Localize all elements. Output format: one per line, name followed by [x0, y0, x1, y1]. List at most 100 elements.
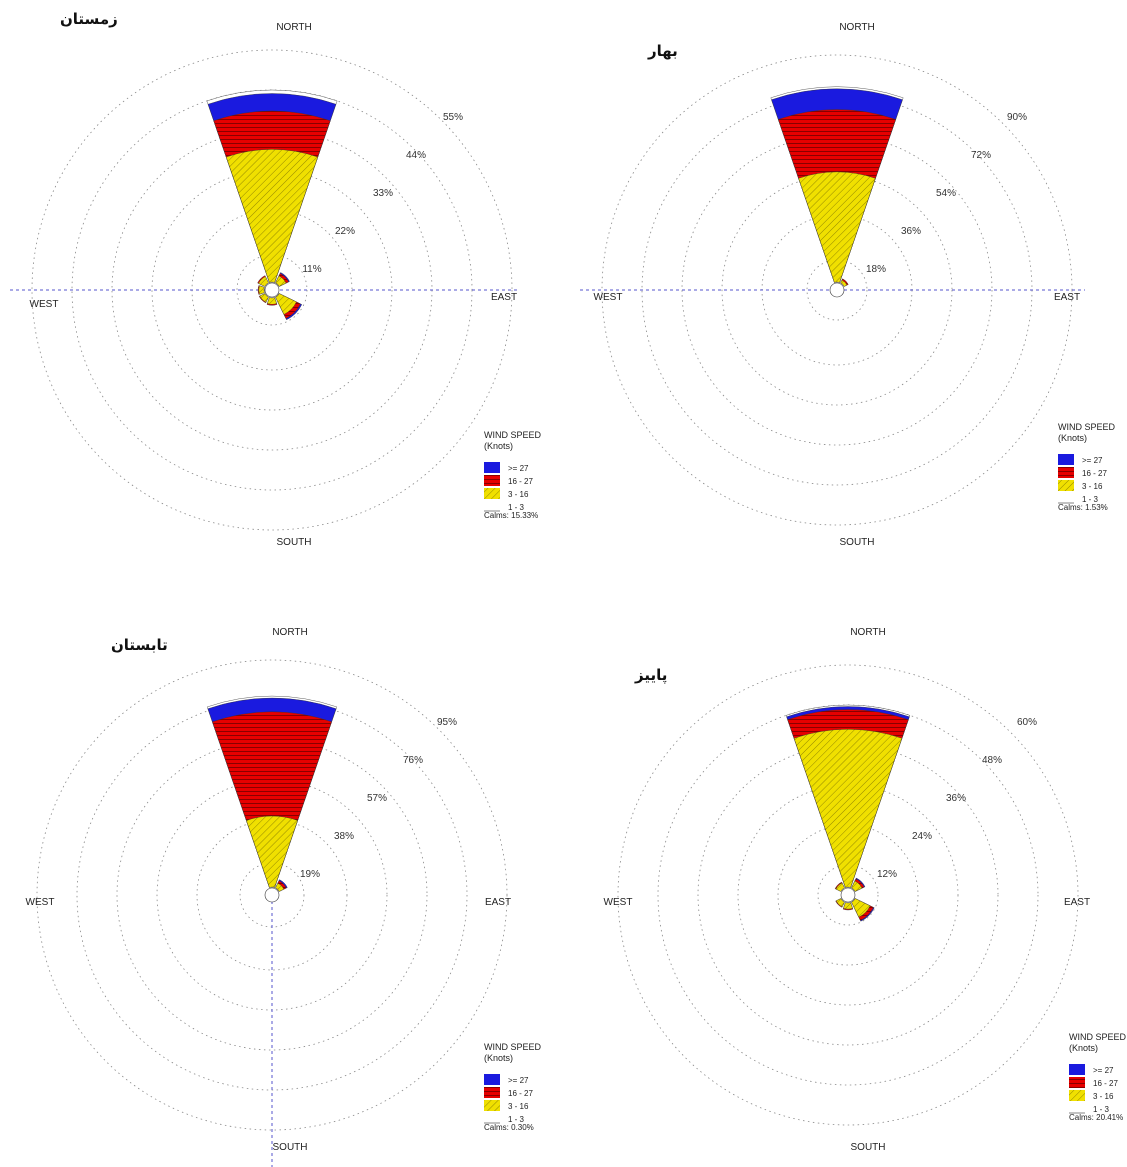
legend-calms: Calms: 1.53%: [1058, 503, 1108, 512]
ring-label: 22%: [335, 226, 355, 237]
ring-label: 11%: [302, 264, 321, 275]
legend-swatch: [484, 475, 500, 486]
petal: [785, 704, 911, 888]
legend-item: >= 27: [508, 1076, 529, 1085]
ring-label: 95%: [437, 717, 457, 728]
grid-ring: [617, 664, 1079, 1126]
ring-label: 44%: [406, 150, 426, 161]
south-label: SOUTH: [273, 1142, 308, 1153]
ring-label: 60%: [1017, 717, 1037, 728]
west-label: WEST: [30, 299, 59, 310]
legend-item: 16 - 27: [1082, 469, 1107, 478]
petal: [266, 297, 278, 306]
legend-item: 3 - 16: [1082, 482, 1103, 491]
calm-circle: [840, 887, 856, 903]
grid-ring: [697, 744, 999, 1046]
legend-calms: Calms: 15.33%: [484, 511, 538, 520]
west-label: WEST: [604, 897, 633, 908]
legend-item: >= 27: [508, 464, 529, 473]
petal-segment: [793, 729, 903, 888]
ring-label: 24%: [912, 831, 932, 842]
legend-title: WIND SPEED: [1058, 422, 1116, 432]
legend-subtitle: (Knots): [484, 441, 513, 451]
petal-segment: [275, 882, 285, 892]
grid-ring: [737, 784, 959, 1006]
season-title: زمستان: [60, 10, 118, 28]
north-label-bg: [276, 22, 312, 33]
legend-title: WIND SPEED: [1069, 1032, 1127, 1042]
petal-segment: [798, 171, 876, 283]
west-label: WEST: [594, 292, 623, 303]
grid-ring: [657, 704, 1039, 1086]
wind-rose-panel: 12% 24% 36% 48% 60% NORTH EAST SOUTH WEST پاییز WI…: [604, 627, 1127, 1153]
grid-ring: [196, 819, 348, 971]
petal: [834, 881, 845, 892]
grid-ring: [777, 824, 919, 966]
legend-swatch: [1069, 1064, 1085, 1075]
petal: [851, 877, 866, 892]
legend-item: 1 - 3: [508, 1115, 525, 1124]
legend: WIND SPEED(Knots) >= 27 16 - 27 3 - 16 1 - 3…: [1058, 422, 1116, 512]
petal-segment: [851, 898, 871, 918]
south-label: SOUTH: [851, 1142, 886, 1153]
legend-calms: Calms: 0.30%: [484, 1123, 534, 1132]
legend-calms: Calms: 20.41%: [1069, 1113, 1123, 1122]
legend-swatch: [484, 1100, 500, 1111]
legend-title: WIND SPEED: [484, 1042, 542, 1052]
legend-swatch: [1058, 480, 1074, 491]
legend-item: 3 - 16: [1093, 1092, 1114, 1101]
petal: [842, 902, 854, 911]
ring-label: 36%: [901, 226, 921, 237]
legend-swatch: [484, 462, 500, 473]
legend: WIND SPEED(Knots) >= 27 16 - 27 3 - 16 1 - 3…: [1069, 1032, 1127, 1122]
south-label: SOUTH: [840, 537, 875, 548]
petal-segment: [258, 285, 265, 295]
ring-label: 90%: [1007, 112, 1027, 123]
calm-circle: [264, 282, 280, 298]
legend-swatch: [484, 1087, 500, 1098]
north-label: NORTH: [276, 22, 311, 33]
legend-title: WIND SPEED: [484, 430, 542, 440]
ring-label: 36%: [946, 793, 966, 804]
legend-subtitle: (Knots): [1058, 433, 1087, 443]
legend-item: >= 27: [1093, 1066, 1114, 1075]
legend: WIND SPEED(Knots) >= 27 16 - 27 3 - 16 1 - 3…: [484, 430, 542, 520]
ring-label: 76%: [403, 755, 423, 766]
ring-label: 54%: [936, 188, 956, 199]
ring-label: 12%: [877, 869, 897, 880]
petal-segment: [275, 275, 287, 287]
legend-item: 3 - 16: [508, 1102, 529, 1111]
north-label-bg: [839, 22, 875, 33]
petal-segment: [246, 815, 298, 888]
legend-item: 3 - 16: [508, 490, 529, 499]
legend-swatch: [1058, 454, 1074, 465]
legend-subtitle: (Knots): [484, 1053, 513, 1063]
petal: [206, 89, 338, 283]
ring-label: 55%: [443, 112, 463, 123]
petal: [257, 285, 265, 295]
grid-ring: [31, 49, 513, 531]
ring-label: 18%: [866, 264, 886, 275]
season-title: تابستان: [111, 636, 168, 654]
petal: [851, 898, 875, 922]
petal: [275, 293, 303, 321]
petal: [258, 293, 269, 304]
west-label: WEST: [26, 897, 55, 908]
legend-item: 16 - 27: [508, 1089, 533, 1098]
grid-ring: [36, 659, 508, 1131]
south-label: SOUTH: [277, 537, 312, 548]
petal-segment: [259, 293, 269, 303]
east-label: EAST: [1054, 292, 1080, 303]
legend-swatch: [1058, 467, 1074, 478]
ring-label: 72%: [971, 150, 991, 161]
petal-segment: [840, 279, 848, 287]
petal-segment: [267, 297, 277, 305]
ring-label: 19%: [300, 869, 320, 880]
petal: [770, 86, 904, 283]
calm-circle: [264, 887, 280, 903]
petal-segment: [835, 882, 845, 892]
ring-label: 57%: [367, 793, 387, 804]
east-label: EAST: [491, 292, 517, 303]
north-label: NORTH: [272, 627, 307, 638]
